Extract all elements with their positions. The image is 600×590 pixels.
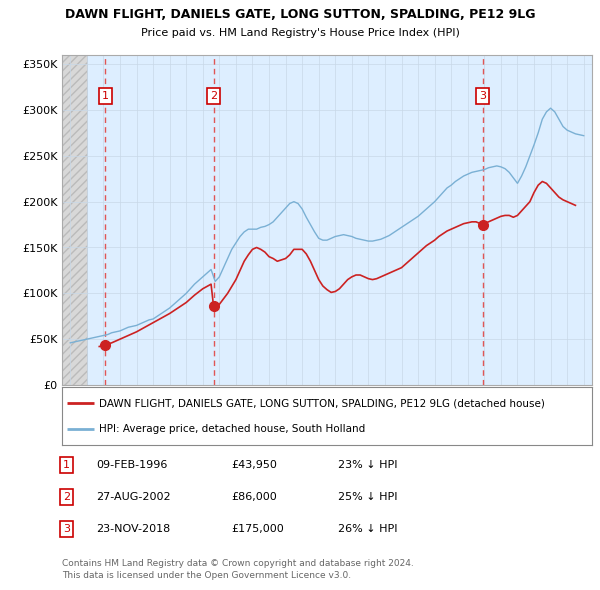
Text: £175,000: £175,000 <box>232 524 284 534</box>
Bar <box>62 55 87 385</box>
Text: 09-FEB-1996: 09-FEB-1996 <box>97 460 168 470</box>
Text: 1: 1 <box>63 460 70 470</box>
Text: This data is licensed under the Open Government Licence v3.0.: This data is licensed under the Open Gov… <box>62 571 351 580</box>
Text: DAWN FLIGHT, DANIELS GATE, LONG SUTTON, SPALDING, PE12 9LG (detached house): DAWN FLIGHT, DANIELS GATE, LONG SUTTON, … <box>99 398 545 408</box>
Text: 26% ↓ HPI: 26% ↓ HPI <box>338 524 397 534</box>
Text: 25% ↓ HPI: 25% ↓ HPI <box>338 492 397 502</box>
Text: Contains HM Land Registry data © Crown copyright and database right 2024.: Contains HM Land Registry data © Crown c… <box>62 559 414 568</box>
Text: HPI: Average price, detached house, South Holland: HPI: Average price, detached house, Sout… <box>99 424 365 434</box>
Text: 3: 3 <box>479 91 486 101</box>
Text: £43,950: £43,950 <box>232 460 277 470</box>
Text: DAWN FLIGHT, DANIELS GATE, LONG SUTTON, SPALDING, PE12 9LG: DAWN FLIGHT, DANIELS GATE, LONG SUTTON, … <box>65 8 535 21</box>
Text: 27-AUG-2002: 27-AUG-2002 <box>97 492 171 502</box>
Text: 2: 2 <box>62 492 70 502</box>
Text: 2: 2 <box>210 91 217 101</box>
Text: 3: 3 <box>63 524 70 534</box>
Text: 1: 1 <box>102 91 109 101</box>
Text: Price paid vs. HM Land Registry's House Price Index (HPI): Price paid vs. HM Land Registry's House … <box>140 28 460 38</box>
Text: 23-NOV-2018: 23-NOV-2018 <box>97 524 171 534</box>
Text: £86,000: £86,000 <box>232 492 277 502</box>
Text: 23% ↓ HPI: 23% ↓ HPI <box>338 460 397 470</box>
